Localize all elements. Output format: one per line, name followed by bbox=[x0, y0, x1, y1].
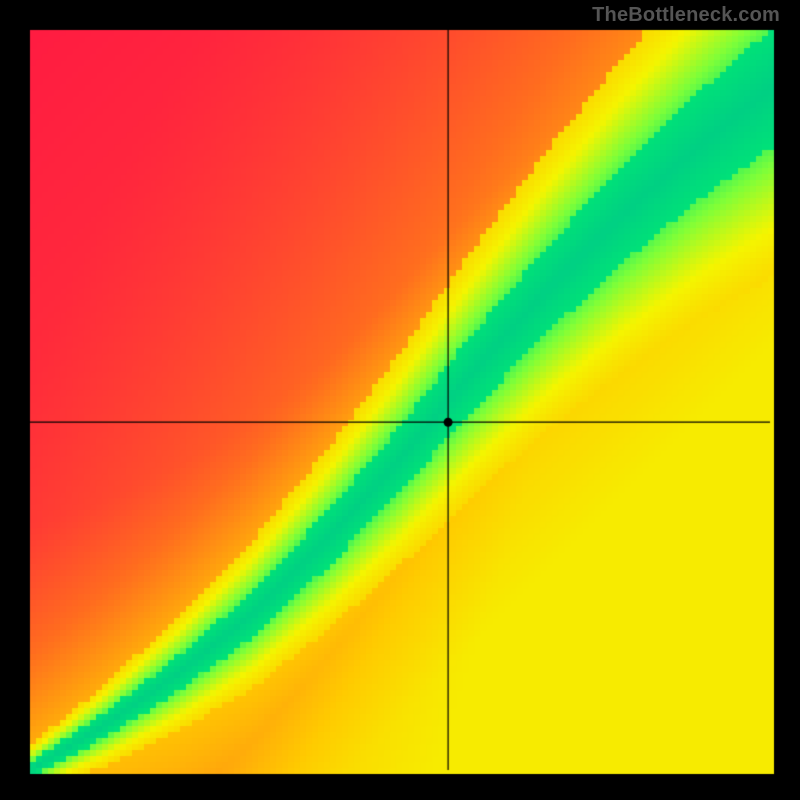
watermark-text: TheBottleneck.com bbox=[592, 4, 780, 27]
chart-container: TheBottleneck.com bbox=[0, 0, 800, 800]
bottleneck-heatmap-canvas bbox=[0, 0, 800, 800]
